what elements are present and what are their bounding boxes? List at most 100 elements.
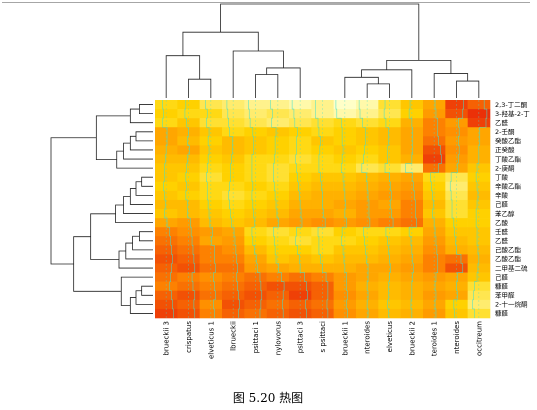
heatmap-cell: [378, 181, 401, 192]
trace-line: [315, 100, 329, 318]
dendrogram-branch: [135, 131, 153, 142]
heatmap-cell: [445, 254, 468, 264]
heatmap-cell: [289, 254, 312, 264]
heatmap-cell: [423, 127, 446, 137]
heatmap-cell: [311, 145, 334, 155]
column-label: brueckii 2: [408, 321, 416, 356]
heatmap-cell: [155, 190, 178, 201]
heatmap-cell: [289, 154, 312, 164]
heatmap-cell: [155, 254, 178, 264]
heatmap-cell: [199, 181, 223, 192]
heatmap-cell: [333, 154, 357, 164]
heatmap-cell: [423, 290, 446, 301]
heatmap-cell: [244, 181, 267, 192]
column-label: teroides 1: [431, 321, 439, 356]
trace-line: [430, 100, 442, 318]
column-label: brueckii 1: [341, 321, 349, 356]
column-label: psittaci 1: [252, 321, 260, 353]
heatmap-cell: [177, 290, 200, 301]
heatmap-cell: [311, 227, 334, 237]
row-label: 乙醛: [495, 236, 509, 245]
heatmap-cell: [199, 227, 223, 237]
heatmap-cell: [378, 145, 401, 155]
heatmap-cell: [378, 190, 401, 201]
heatmap-cell: [423, 181, 446, 192]
heatmap-cell: [423, 281, 446, 292]
row-label: 乙酸乙酯: [495, 254, 522, 263]
heatmap-cell: [378, 154, 401, 164]
heatmap-cell: [244, 245, 267, 255]
heatmap-cell: [244, 190, 267, 201]
trace-line: [184, 100, 196, 318]
heatmap-cell: [155, 290, 178, 301]
trace-line: [335, 100, 348, 318]
heatmap-cell: [400, 181, 424, 192]
row-label: 苯乙醇: [495, 209, 515, 218]
heatmap-cell: [177, 181, 200, 192]
column-label: elveticus 1: [207, 321, 215, 359]
heatmap-cell: [199, 190, 223, 201]
dendrogram-branch: [129, 297, 153, 314]
heatmap-cell: [467, 127, 491, 137]
row-label: 乙酸: [495, 218, 509, 227]
heatmap-cell: [423, 245, 446, 255]
heatmap-cell: [244, 290, 267, 301]
row-label: 丁酸乙酯: [495, 154, 522, 163]
row-label: 糠醛: [495, 281, 509, 290]
heatmap-cell: [222, 190, 245, 201]
heatmap-cell: [222, 118, 245, 128]
dendrogram-branch: [125, 242, 153, 260]
heatmap-cell: [244, 118, 267, 128]
dendrogram-branch: [73, 236, 122, 292]
heatmap-cell: [199, 127, 223, 137]
heatmap-cell: [289, 290, 312, 301]
dendrogram-branch: [135, 181, 153, 196]
dendrogram-branch: [255, 74, 279, 98]
heatmap-cell: [199, 218, 223, 228]
heatmap-cell: [244, 227, 267, 237]
heatmap-cell: [445, 181, 468, 192]
heatmap-cell: [266, 145, 290, 155]
heatmap-cell: [311, 281, 334, 292]
heatmap-cell: [199, 245, 223, 255]
heatmap-cell: [222, 245, 245, 255]
column-label: nylovorus: [274, 321, 282, 356]
heatmap-cell: [244, 254, 267, 264]
heatmap-cell: [222, 227, 245, 237]
column-label: brueckii 3: [163, 321, 171, 356]
heatmap-cell: [356, 245, 379, 255]
heatmap-cell: [400, 190, 424, 201]
row-label: 己醛: [495, 200, 509, 209]
trace-lines: [162, 100, 488, 318]
heatmap-cell: [244, 154, 267, 164]
heatmap-cell: [155, 181, 178, 192]
dendrogram-branch: [129, 108, 153, 124]
column-labels: brueckii 3 crispatus elveticus 1 lbrueckii p…: [163, 321, 484, 359]
row-label: 辛酸乙酯: [495, 182, 522, 191]
heatmap-cell: [155, 218, 178, 228]
heatmap-cell: [423, 190, 446, 201]
dendrogram-branch: [141, 176, 153, 187]
heatmap-cell: [423, 145, 446, 155]
dendrogram-branch: [95, 115, 131, 161]
heatmap-cell: [356, 190, 379, 201]
heatmap-cell: [333, 145, 357, 155]
heatmap-cell: [378, 127, 401, 137]
heatmap-cell: [177, 227, 200, 237]
heatmap-cell: [311, 181, 334, 192]
heatmap-cell: [333, 227, 357, 237]
trace-line: [248, 100, 263, 318]
heatmap-cell: [289, 227, 312, 237]
trace-line: [270, 100, 285, 318]
trace-line: [358, 100, 371, 318]
heatmap-cell: [445, 218, 468, 228]
heatmap-cell: [222, 218, 245, 228]
heatmap-cell: [289, 190, 312, 201]
dendrogram-branch: [188, 78, 212, 98]
row-label: 丁酸: [495, 172, 509, 181]
heatmap-cell: [445, 290, 468, 301]
column-label: crispatus: [185, 321, 193, 353]
heatmap-cell: [333, 218, 357, 228]
heatmap-cell: [266, 290, 290, 301]
heatmap-cell: [177, 218, 200, 228]
